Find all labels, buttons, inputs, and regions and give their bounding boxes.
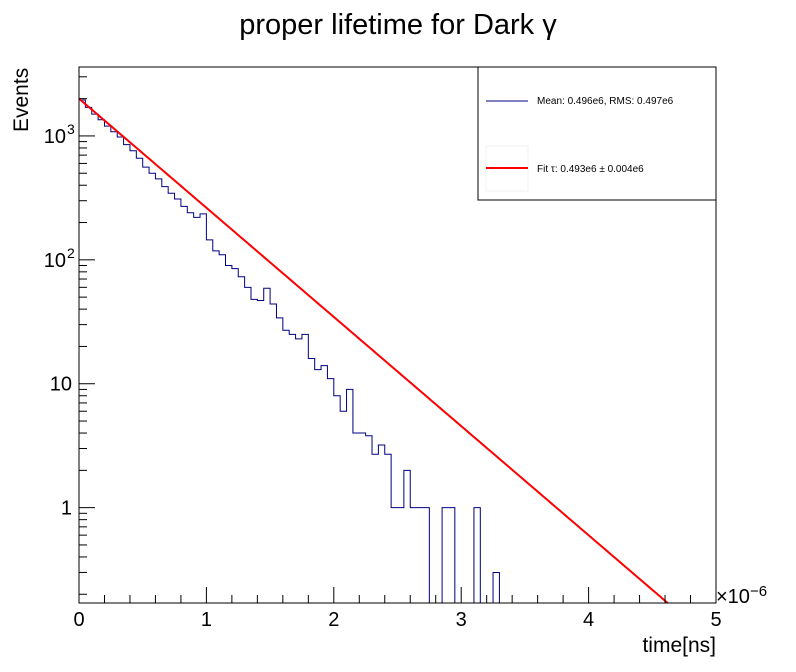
histogram-bin	[175, 199, 181, 603]
legend-entry-fit: Fit τ: 0.493e6 ± 0.004e6	[537, 164, 644, 175]
histogram-bin	[474, 508, 480, 603]
histogram-bin	[334, 396, 340, 603]
histogram-bin	[213, 251, 219, 603]
histogram-bin	[257, 300, 263, 603]
histogram-bin	[340, 411, 346, 603]
histogram-bin	[111, 132, 117, 603]
plot-frame	[78, 66, 717, 604]
histogram-bin	[289, 334, 295, 603]
histogram-bin	[372, 454, 378, 603]
histogram-bin	[327, 379, 333, 603]
y-tick-exponent: 2	[67, 245, 75, 261]
histogram-bin	[200, 214, 206, 603]
histogram-bin	[98, 120, 104, 603]
fit-layer	[79, 97, 670, 603]
histogram-bin	[283, 330, 289, 603]
y-tick-label: 10	[50, 374, 72, 396]
histogram-bin	[187, 213, 193, 603]
chart-title: proper lifetime for Dark γ	[239, 9, 557, 41]
histogram-bin	[308, 358, 314, 603]
y-tick-label: 1	[61, 498, 72, 520]
x-axis-exponent-power: −6	[750, 583, 767, 600]
histogram-bin	[391, 508, 397, 603]
histogram-bin	[232, 269, 238, 603]
x-axis-exponent: ×10−6	[716, 583, 767, 608]
histogram-bin	[347, 389, 353, 603]
legend-box	[477, 66, 717, 201]
histogram-bin	[143, 167, 149, 603]
histogram-bin	[385, 454, 391, 603]
histogram-bin	[79, 100, 85, 603]
histogram-bin	[321, 366, 327, 603]
histogram-bin	[194, 217, 200, 603]
histogram-bin	[276, 318, 282, 603]
legend: Mean: 0.496e6, RMS: 0.497e6 Fit τ: 0.493…	[477, 66, 717, 201]
histogram-layer	[79, 99, 500, 603]
histogram-bin	[162, 187, 168, 603]
histogram-bin	[270, 304, 276, 603]
histogram-bin	[296, 339, 302, 603]
histogram-bin	[155, 179, 161, 603]
histogram-bin	[206, 240, 212, 603]
y-tick-label: 10	[44, 126, 66, 148]
histogram-bin	[92, 114, 98, 603]
y-tick-exponent: 3	[67, 121, 75, 137]
histogram-bin	[448, 508, 454, 603]
histogram-bin	[149, 173, 155, 603]
histogram-bin	[378, 445, 384, 603]
histogram-bin	[85, 107, 91, 603]
histogram-bin	[359, 433, 365, 603]
x-axis: 0 1 2 3 4 5	[73, 587, 722, 631]
x-tick-label: 2	[328, 609, 339, 631]
x-axis-label: time[ns]	[642, 634, 716, 657]
histogram-bin	[493, 572, 499, 603]
histogram-bin	[117, 137, 123, 603]
histogram-bin	[423, 508, 429, 603]
histogram-bin	[264, 288, 270, 603]
x-tick-label: 0	[73, 609, 84, 631]
x-tick-label: 4	[583, 609, 594, 631]
histogram-bin	[245, 287, 251, 603]
x-tick-label: 1	[201, 609, 212, 631]
y-axis-label: Events	[10, 68, 33, 132]
y-tick-label: 10	[44, 250, 66, 272]
fit-curve	[79, 97, 670, 603]
histogram-bin	[417, 508, 423, 603]
histogram-bin	[251, 299, 257, 603]
histogram-bin	[442, 508, 448, 603]
legend-entry-histogram: Mean: 0.496e6, RMS: 0.497e6	[537, 96, 674, 107]
histogram-bin	[315, 370, 321, 603]
histogram-bin	[136, 158, 142, 603]
x-axis-exponent-base: ×10	[716, 586, 750, 608]
histogram-bin	[404, 470, 410, 603]
histogram-bin	[104, 126, 110, 603]
histogram-bin	[366, 436, 372, 603]
histogram-bin	[398, 508, 404, 603]
histogram-bin	[226, 266, 232, 603]
histogram-bin	[219, 255, 225, 603]
histogram-bin	[353, 433, 359, 603]
histogram-bin	[410, 508, 416, 603]
histogram-bin	[168, 193, 174, 603]
x-tick-label: 3	[456, 609, 467, 631]
histogram-bin	[124, 145, 130, 603]
histogram-bin	[181, 206, 187, 603]
histogram-bin	[302, 334, 308, 603]
x-tick-label: 5	[710, 609, 721, 631]
histogram-outline	[79, 99, 500, 603]
histogram-bin	[130, 151, 136, 603]
histogram-bin	[238, 277, 244, 603]
